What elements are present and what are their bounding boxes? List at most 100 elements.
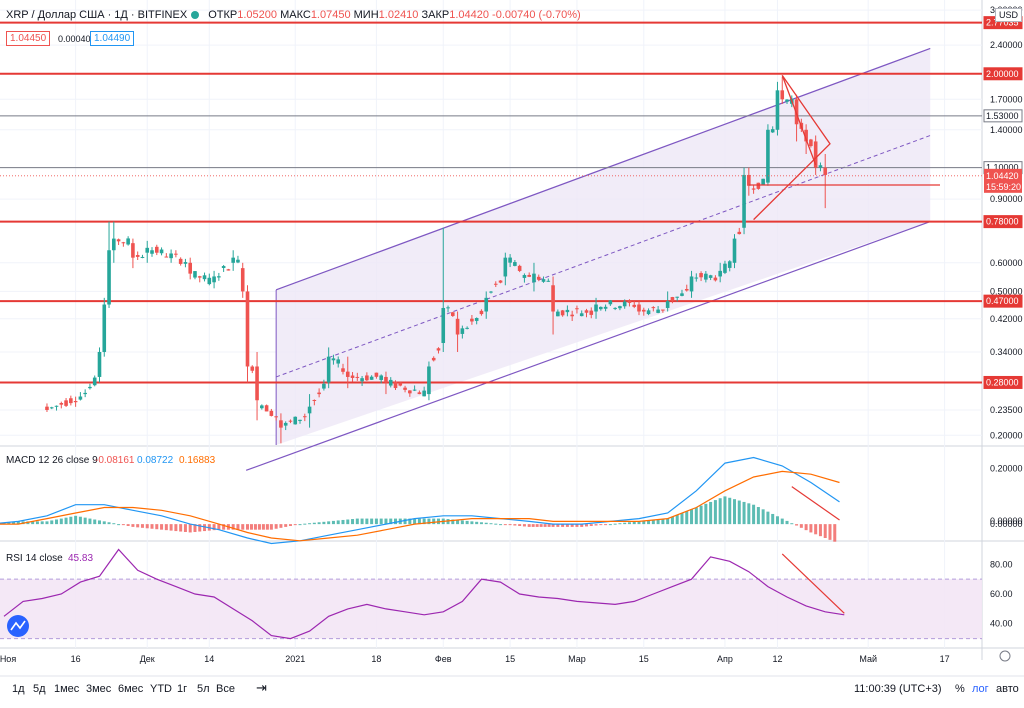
candle-body — [618, 306, 622, 309]
macd-histogram-bar — [522, 524, 526, 527]
macd-histogram-bar — [97, 520, 101, 525]
candle-body — [112, 238, 116, 251]
candle-body — [680, 293, 684, 296]
macd-histogram-bar — [479, 522, 483, 525]
level-price-label — [983, 109, 1023, 123]
ohlc-close-key: ЗАКР — [421, 9, 450, 21]
level-price-label — [983, 294, 1023, 308]
candle-body — [83, 392, 87, 395]
percent-toggle[interactable]: % — [955, 683, 965, 695]
goto-date-icon[interactable]: ⇥ — [256, 680, 267, 695]
range-1d[interactable]: 1д — [12, 683, 25, 695]
macd-histogram-bar — [169, 524, 173, 531]
macd-histogram-bar — [365, 518, 369, 525]
macd-histogram-bar — [531, 524, 535, 527]
macd-histogram-bar — [408, 518, 412, 525]
candle-body — [274, 416, 278, 418]
macd-histogram-bar — [642, 520, 646, 525]
candle-body — [584, 310, 589, 313]
macd-histogram-bar — [575, 524, 579, 527]
macd-histogram-bar — [40, 521, 44, 525]
ask-button[interactable]: 1.04490 — [90, 31, 135, 46]
macd-histogram-bar — [694, 507, 698, 525]
macd-histogram-bar — [823, 524, 827, 538]
macd-histogram-bar — [723, 496, 727, 525]
log-toggle[interactable]: лог — [972, 683, 989, 695]
rsi-band — [0, 579, 982, 639]
candle-body — [45, 406, 49, 410]
candle-body — [551, 285, 555, 312]
range-1y[interactable]: 1г — [177, 683, 188, 695]
level-price-text: 0.47000 — [986, 296, 1019, 306]
range-5y[interactable]: 5л — [197, 683, 210, 695]
candle-body — [221, 266, 226, 268]
macd-histogram-bar — [704, 503, 708, 525]
range-5d[interactable]: 5д — [33, 683, 46, 695]
macd-histogram-bar — [465, 520, 469, 525]
macd-histogram-bar — [346, 519, 350, 525]
level-price-text: 1.53000 — [986, 111, 1019, 121]
macd-histogram-bar — [446, 519, 450, 525]
settings-gear-icon[interactable] — [999, 650, 1011, 662]
candle-body — [102, 304, 107, 352]
triangle-pattern — [753, 74, 831, 221]
candle-body — [217, 276, 221, 278]
candle-body — [818, 165, 823, 168]
range-6m[interactable]: 6мес — [118, 683, 144, 695]
candle-body — [226, 269, 231, 271]
candle-body — [269, 410, 274, 416]
range-all[interactable]: Все — [216, 683, 235, 695]
auto-toggle[interactable]: авто — [996, 683, 1019, 695]
macd-histogram-bar — [613, 523, 617, 525]
macd-histogram-bar — [126, 524, 130, 526]
macd-histogram-bar — [747, 503, 751, 525]
price-tick-label: 1.70000 — [990, 94, 1023, 104]
macd-histogram-bar — [360, 518, 364, 525]
level-price-text: 2.77035 — [986, 18, 1019, 28]
bid-button[interactable]: 1.04450 — [6, 31, 51, 46]
candle-body — [723, 263, 727, 273]
macd-value: 0.16883 — [179, 455, 216, 466]
macd-histogram-bar — [384, 518, 388, 525]
macd-histogram-bar — [370, 518, 374, 525]
market-open-icon — [191, 11, 200, 20]
macd-histogram-bar — [709, 501, 713, 525]
range-ytd[interactable]: YTD — [150, 683, 172, 695]
candle-body — [59, 402, 64, 405]
macd-histogram-bar — [298, 524, 302, 526]
range-3m[interactable]: 3мес — [86, 683, 112, 695]
macd-histogram-bar — [69, 516, 73, 525]
candle-body — [107, 250, 111, 305]
candle-body — [331, 358, 336, 361]
macd-histogram-bar — [742, 501, 746, 525]
candle-body — [150, 250, 154, 254]
macd-histogram-bar — [217, 524, 221, 530]
candle-body — [212, 276, 216, 283]
symbol-title[interactable]: XRP / Доллар США · 1Д · BITFINEX — [6, 9, 188, 21]
macd-histogram-bar — [804, 524, 808, 531]
clock[interactable]: 11:00:39 (UTC+3) — [854, 683, 942, 695]
candle-body — [775, 90, 780, 130]
macd-histogram-bar — [236, 524, 240, 530]
candle-body — [178, 258, 183, 264]
candle-body — [627, 300, 632, 303]
currency-button[interactable]: USD — [995, 8, 1023, 22]
candle-body — [250, 366, 255, 371]
symbol-legend: XRP / Доллар США · 1Д · BITFINEX ОТКР1.0… — [6, 9, 581, 21]
macd-histogram-bar — [499, 524, 503, 526]
candle-body — [613, 307, 617, 309]
candle-body — [427, 366, 431, 395]
time-tick-label: 14 — [204, 654, 214, 664]
macd-histogram-bar — [155, 524, 159, 530]
macd-histogram-bar — [489, 523, 493, 525]
candle-body — [675, 296, 680, 298]
bottom-toolbar: 1д 5д 1мес 3мес 6мес YTD 1г 5л Все ⇥ 11:… — [0, 677, 1024, 703]
candle-body — [231, 257, 235, 263]
macd-histogram-bar — [112, 523, 116, 525]
macd-histogram-bar — [198, 524, 202, 532]
range-1m[interactable]: 1мес — [54, 683, 80, 695]
candle-body — [197, 276, 202, 278]
candle-body — [794, 99, 799, 125]
